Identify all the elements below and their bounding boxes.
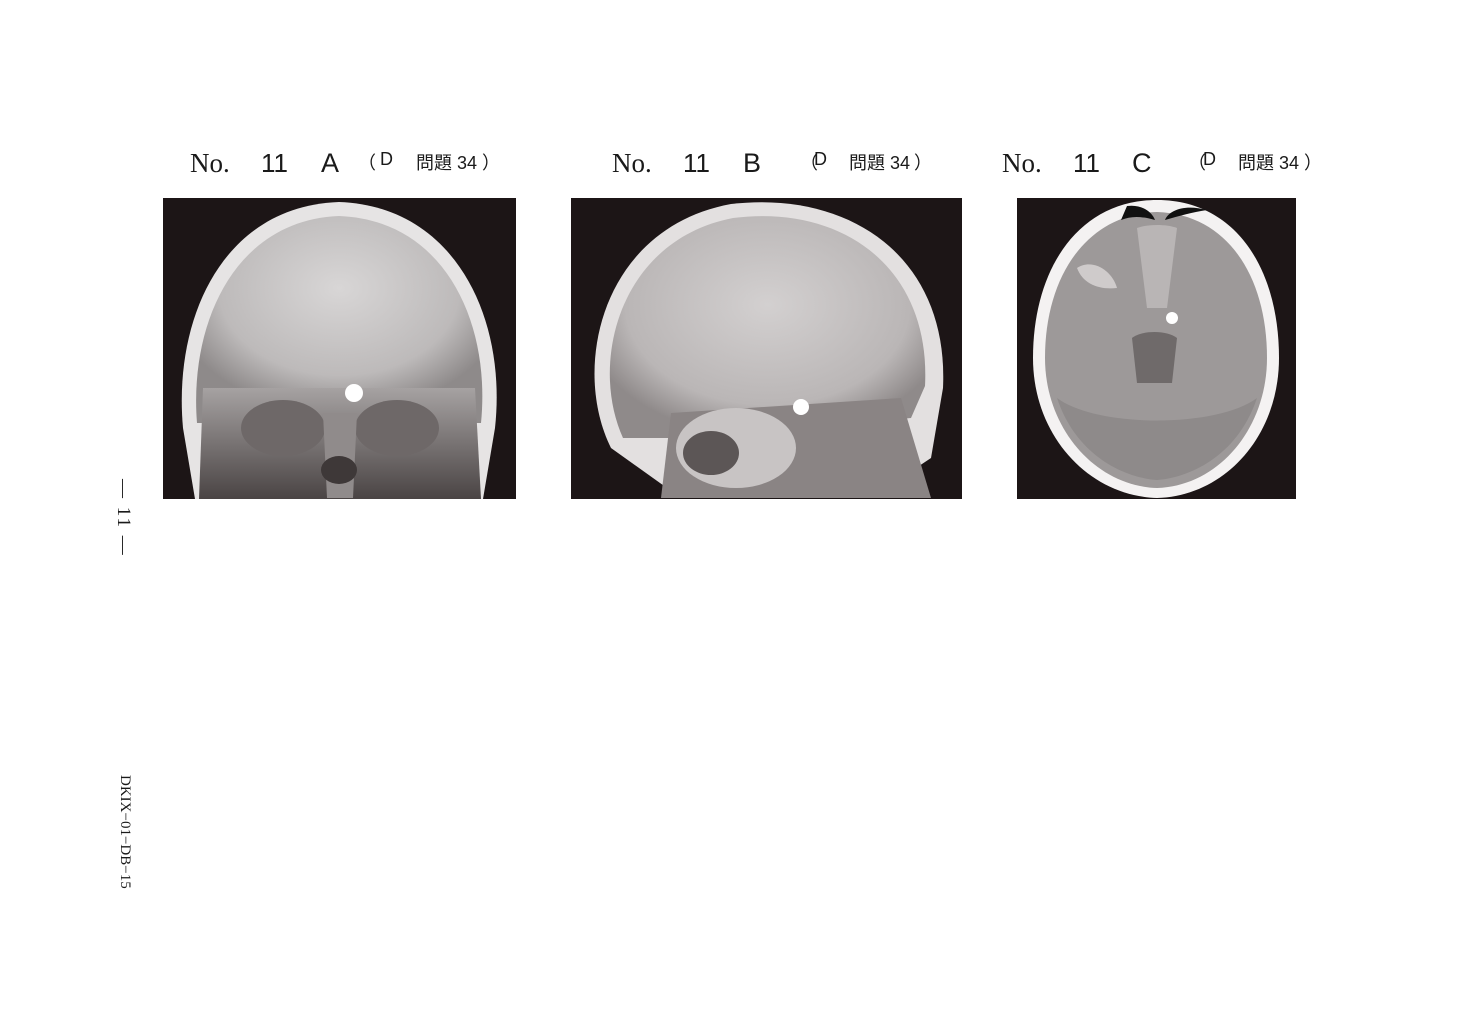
close-paren: ） xyxy=(482,153,500,173)
figure-section: D xyxy=(380,149,393,169)
close-paren: ） xyxy=(1304,153,1322,173)
skull-lateral-xray xyxy=(571,198,962,499)
page-number: — 11 — xyxy=(113,479,134,557)
figure-number: 11 xyxy=(261,148,288,178)
figure-b-caption: No. 11 B （ D 問題 34 ） xyxy=(612,146,942,182)
open-paren: （ xyxy=(358,153,376,173)
figure-question: 問題 34 xyxy=(416,153,478,173)
figure-section: D xyxy=(814,149,827,169)
figure-question: 問題 34 xyxy=(849,153,911,173)
figure-question: 問題 34 xyxy=(1238,153,1300,173)
figure-letter: A xyxy=(321,148,340,178)
figure-section: D xyxy=(1203,149,1216,169)
figure-no-label: No. xyxy=(612,148,652,178)
figure-number: 11 xyxy=(1073,148,1100,178)
open-paren: （ xyxy=(800,153,818,173)
figure-a-caption: No. 11 A （ D 問題 34 ） xyxy=(190,146,510,182)
head-ct-axial xyxy=(1017,198,1296,499)
figure-number: 11 xyxy=(683,148,710,178)
figure-no-label: No. xyxy=(1002,148,1042,178)
skull-frontal-xray xyxy=(163,198,516,499)
close-paren: ） xyxy=(914,153,932,173)
figure-c-caption: No. 11 C （ D 問題 34 ） xyxy=(1002,146,1332,182)
open-paren: （ xyxy=(1188,153,1206,173)
figure-letter: B xyxy=(743,148,762,178)
figure-no-label: No. xyxy=(190,148,230,178)
document-code: DKIX−01−DB−15 xyxy=(117,775,133,889)
figure-letter: C xyxy=(1132,148,1152,178)
